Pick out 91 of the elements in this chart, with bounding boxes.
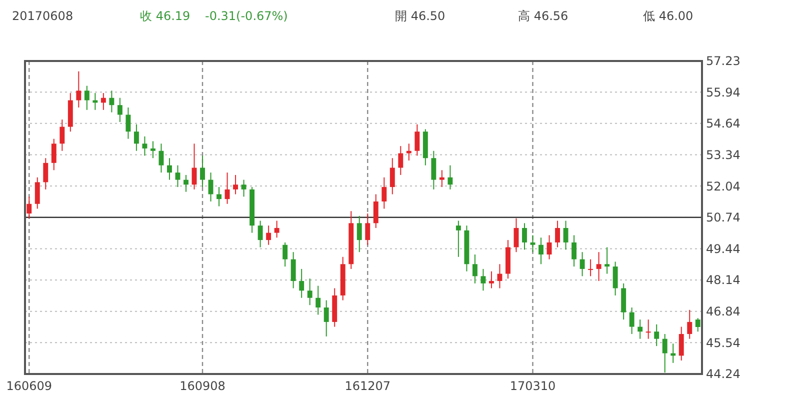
candlestick — [258, 220, 263, 248]
candlestick — [224, 172, 230, 204]
text: 收 46.19 — [140, 9, 190, 23]
candlestick — [282, 242, 288, 268]
candlestick — [192, 143, 197, 190]
candlestick — [555, 220, 560, 248]
candlestick — [398, 146, 404, 176]
text: 高 46.56 — [518, 9, 568, 23]
y-tick-label: 57.23 — [706, 54, 740, 68]
y-tick-label: 55.94 — [706, 85, 740, 100]
candlestick — [695, 318, 700, 332]
candlestick — [497, 264, 502, 289]
candlestick — [390, 158, 395, 195]
candlestick — [596, 252, 602, 282]
candlestick — [588, 258, 594, 277]
candlestick — [216, 186, 222, 207]
candlestick — [563, 220, 568, 250]
y-tick-label: 44.24 — [706, 367, 740, 382]
chart-title: 20170608 — [12, 9, 74, 23]
candlestick — [324, 300, 329, 337]
candlestick — [126, 107, 131, 140]
text: 開 46.50 — [395, 9, 446, 23]
candlestick — [522, 222, 527, 250]
text: 低 46.00 — [643, 9, 694, 23]
x-tick-label: 161207 — [344, 379, 391, 393]
candlestick — [76, 70, 82, 108]
x-tick-label: 170310 — [510, 379, 556, 393]
candlestick — [662, 334, 668, 374]
candlestick — [150, 140, 156, 159]
x-tick-label: 160609 — [6, 379, 52, 393]
candlestick — [382, 176, 387, 210]
candlestick — [538, 237, 544, 265]
candlestick — [654, 324, 660, 347]
candlestick — [34, 176, 40, 210]
text: -0.31(-0.67%) — [205, 9, 288, 23]
candlestick — [456, 220, 461, 258]
y-tick-label: 46.84 — [706, 304, 740, 319]
candlestick — [200, 155, 205, 188]
candlestick — [530, 234, 536, 253]
candlestick — [307, 278, 312, 306]
candlestick — [414, 124, 420, 156]
candlestick — [612, 261, 618, 296]
candlestick — [117, 97, 122, 122]
candlestick — [406, 143, 412, 162]
candlestick — [638, 319, 643, 340]
candlestick — [687, 309, 692, 340]
y-tick-label: 53.34 — [706, 148, 740, 162]
candlestick — [629, 306, 634, 334]
candlestick — [572, 234, 577, 268]
y-tick-label: 49.44 — [706, 242, 740, 256]
candlestick — [480, 268, 486, 292]
candlestick — [448, 164, 453, 190]
candlestick — [316, 285, 321, 316]
y-tick-label: 54.64 — [706, 116, 740, 131]
candlestick — [299, 268, 304, 298]
candlestick — [60, 119, 65, 152]
candlestick — [290, 252, 296, 289]
candlestick — [233, 174, 238, 195]
candlestick — [241, 179, 246, 198]
candlestick — [184, 174, 188, 192]
candlestick — [109, 90, 114, 113]
y-tick-label: 45.54 — [706, 336, 740, 350]
candlestick — [431, 150, 436, 190]
candlestick — [43, 158, 48, 190]
candlestick — [604, 246, 610, 274]
candlestick — [546, 234, 552, 260]
candlestick — [373, 194, 378, 228]
candlestick — [439, 170, 444, 188]
candlestick — [175, 164, 180, 188]
candlestick — [488, 270, 494, 289]
candlestick — [142, 136, 148, 156]
candlestick — [678, 326, 684, 362]
candlestick — [26, 196, 32, 219]
y-tick-label: 48.14 — [706, 273, 740, 288]
candlestick — [158, 143, 164, 174]
candlestick — [100, 92, 106, 110]
candlestick — [472, 254, 478, 284]
candlestick — [580, 252, 585, 277]
candlestick — [365, 213, 370, 246]
candlestick — [51, 138, 56, 171]
candlestick — [266, 225, 272, 246]
x-tick-label: 160908 — [180, 379, 226, 393]
candlestick — [514, 218, 519, 253]
candlestick — [356, 215, 362, 253]
candlestick — [134, 124, 139, 152]
candlestick — [167, 158, 172, 180]
y-tick-label: 50.74 — [706, 210, 740, 225]
candlestick — [84, 85, 90, 110]
candlestick — [646, 319, 651, 340]
y-tick-label: 52.04 — [706, 179, 740, 194]
candlestick — [274, 220, 280, 238]
